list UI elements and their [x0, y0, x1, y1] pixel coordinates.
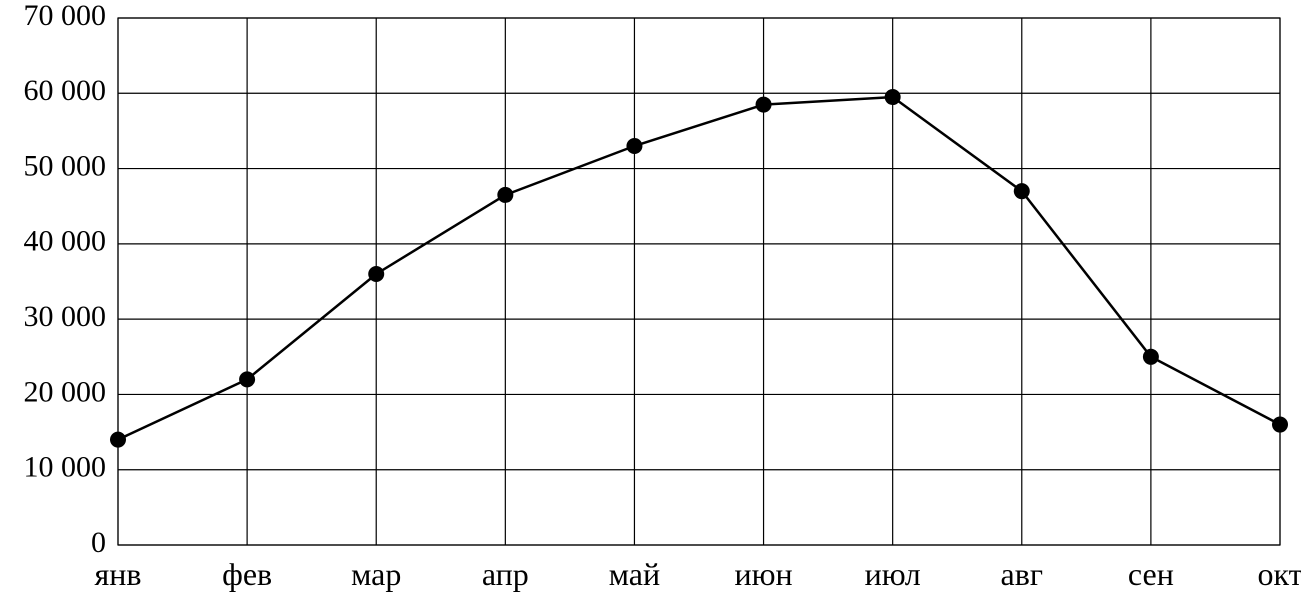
- x-tick-label: фев: [222, 556, 272, 592]
- line-chart: 0 10 000 20 000 30 000 40 000 50 000 60 000 70 …: [0, 0, 1301, 605]
- data-point: [885, 89, 901, 105]
- y-tick-label: 50 000: [24, 149, 107, 182]
- x-tick-label: окт: [1257, 556, 1301, 592]
- data-point: [368, 266, 384, 282]
- data-point: [1014, 183, 1030, 199]
- x-tick-label: янв: [95, 556, 142, 592]
- x-tick-label: сен: [1128, 556, 1174, 592]
- y-tick-label: 30 000: [24, 300, 107, 333]
- y-tick-label: 60 000: [24, 74, 107, 107]
- data-point: [756, 97, 772, 113]
- x-tick-label: май: [609, 556, 660, 592]
- x-tick-label: июл: [865, 556, 921, 592]
- y-tick-label: 10 000: [24, 451, 107, 484]
- data-point: [239, 371, 255, 387]
- data-point: [497, 187, 513, 203]
- data-point: [1272, 417, 1288, 433]
- data-point: [110, 432, 126, 448]
- x-tick-label: июн: [734, 556, 792, 592]
- x-tick-label: апр: [482, 556, 529, 592]
- y-tick-label: 70 000: [24, 0, 107, 32]
- data-point: [626, 138, 642, 154]
- y-tick-label: 0: [91, 526, 106, 559]
- y-tick-label: 40 000: [24, 225, 107, 258]
- x-tick-label: авг: [1001, 556, 1043, 592]
- chart-svg: 0 10 000 20 000 30 000 40 000 50 000 60 000 70 …: [0, 0, 1301, 605]
- y-tick-label: 20 000: [24, 375, 107, 408]
- x-tick-label: мар: [351, 556, 401, 592]
- data-point: [1143, 349, 1159, 365]
- chart-background: [0, 0, 1301, 605]
